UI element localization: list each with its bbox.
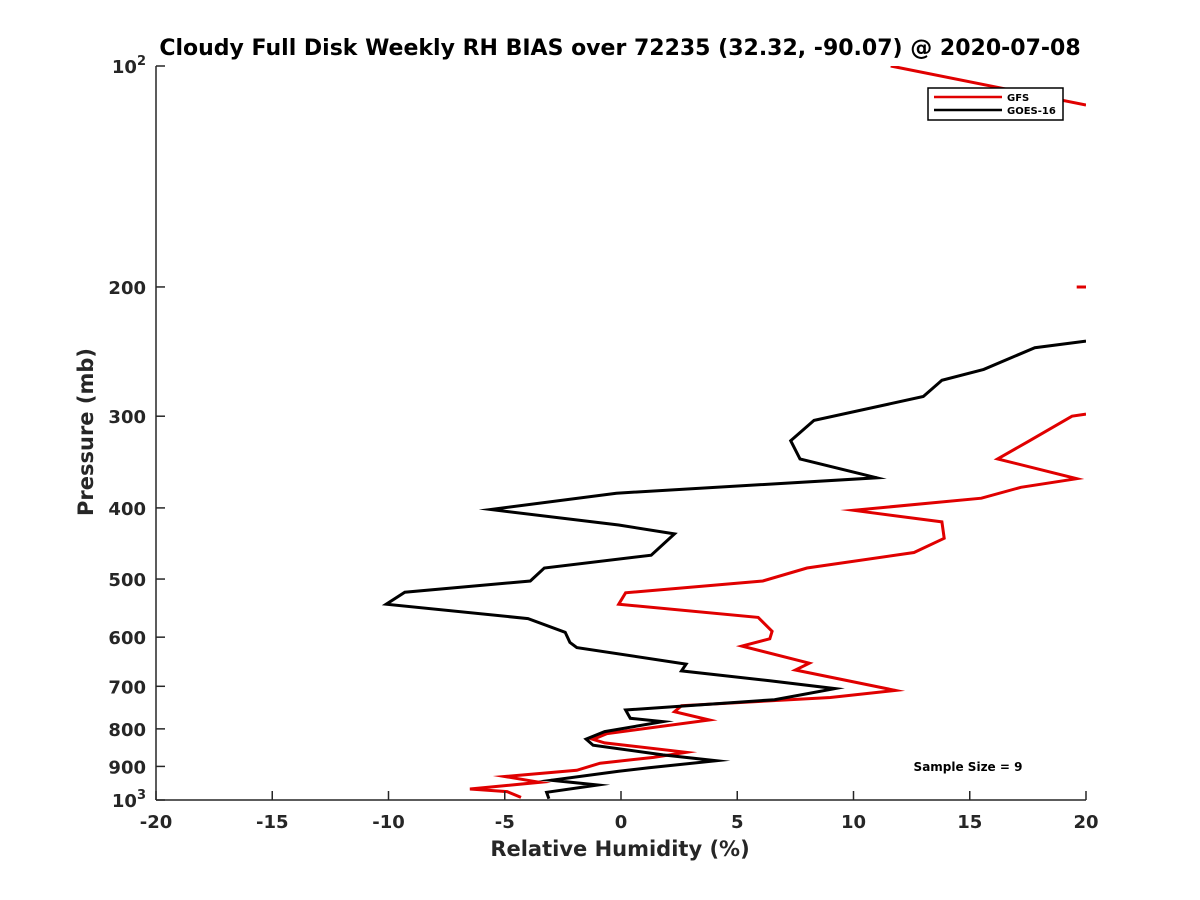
y-tick-label: 300: [108, 407, 146, 428]
x-tick-label: 0: [615, 812, 628, 833]
plot-area: -20 -15 -10 -5 0 5 10 15 20 102 200 300 400 500 600 700…: [108, 54, 1098, 833]
y-tick-label: 200: [108, 278, 146, 299]
y-tick-label: 103: [112, 788, 146, 812]
legend: GFS GOES-16: [927, 87, 1064, 121]
x-axis-label: Relative Humidity (%): [490, 837, 749, 861]
x-tick-label: -15: [256, 812, 289, 833]
x-tick-label: -10: [372, 812, 405, 833]
chart-title: Cloudy Full Disk Weekly RH BIAS over 722…: [159, 36, 1080, 61]
y-axis-label: Pressure (mb): [74, 348, 98, 516]
series-line-gfs-2: [469, 412, 1086, 799]
x-tick-label: -5: [495, 812, 515, 833]
y-tick-label: 900: [108, 757, 146, 778]
y-tick-label: 800: [108, 720, 146, 741]
y-tick-label: 102: [112, 54, 146, 78]
x-tick-label: 5: [731, 812, 744, 833]
axes-layer: -20 -15 -10 -5 0 5 10 15 20 102 200 300 400 500 600 700…: [108, 54, 1098, 833]
x-tick-label: -20: [140, 812, 173, 833]
legend-label-goes16: GOES-16: [1007, 106, 1056, 117]
y-tick-label: 400: [108, 499, 146, 520]
y-tick-label: 600: [108, 628, 146, 649]
legend-label-gfs: GFS: [1007, 93, 1029, 104]
x-tick-label: 20: [1073, 812, 1098, 833]
y-tick-label: 500: [108, 570, 146, 591]
series-layer: [381, 66, 1086, 800]
x-tick-label: 10: [841, 812, 866, 833]
legend-box: [927, 87, 1064, 121]
series-line-goes16-0: [381, 339, 1086, 800]
y-tick-label: 700: [108, 677, 146, 698]
x-tick-label: 15: [957, 812, 982, 833]
sample-size-annotation: Sample Size = 9: [914, 760, 1023, 774]
